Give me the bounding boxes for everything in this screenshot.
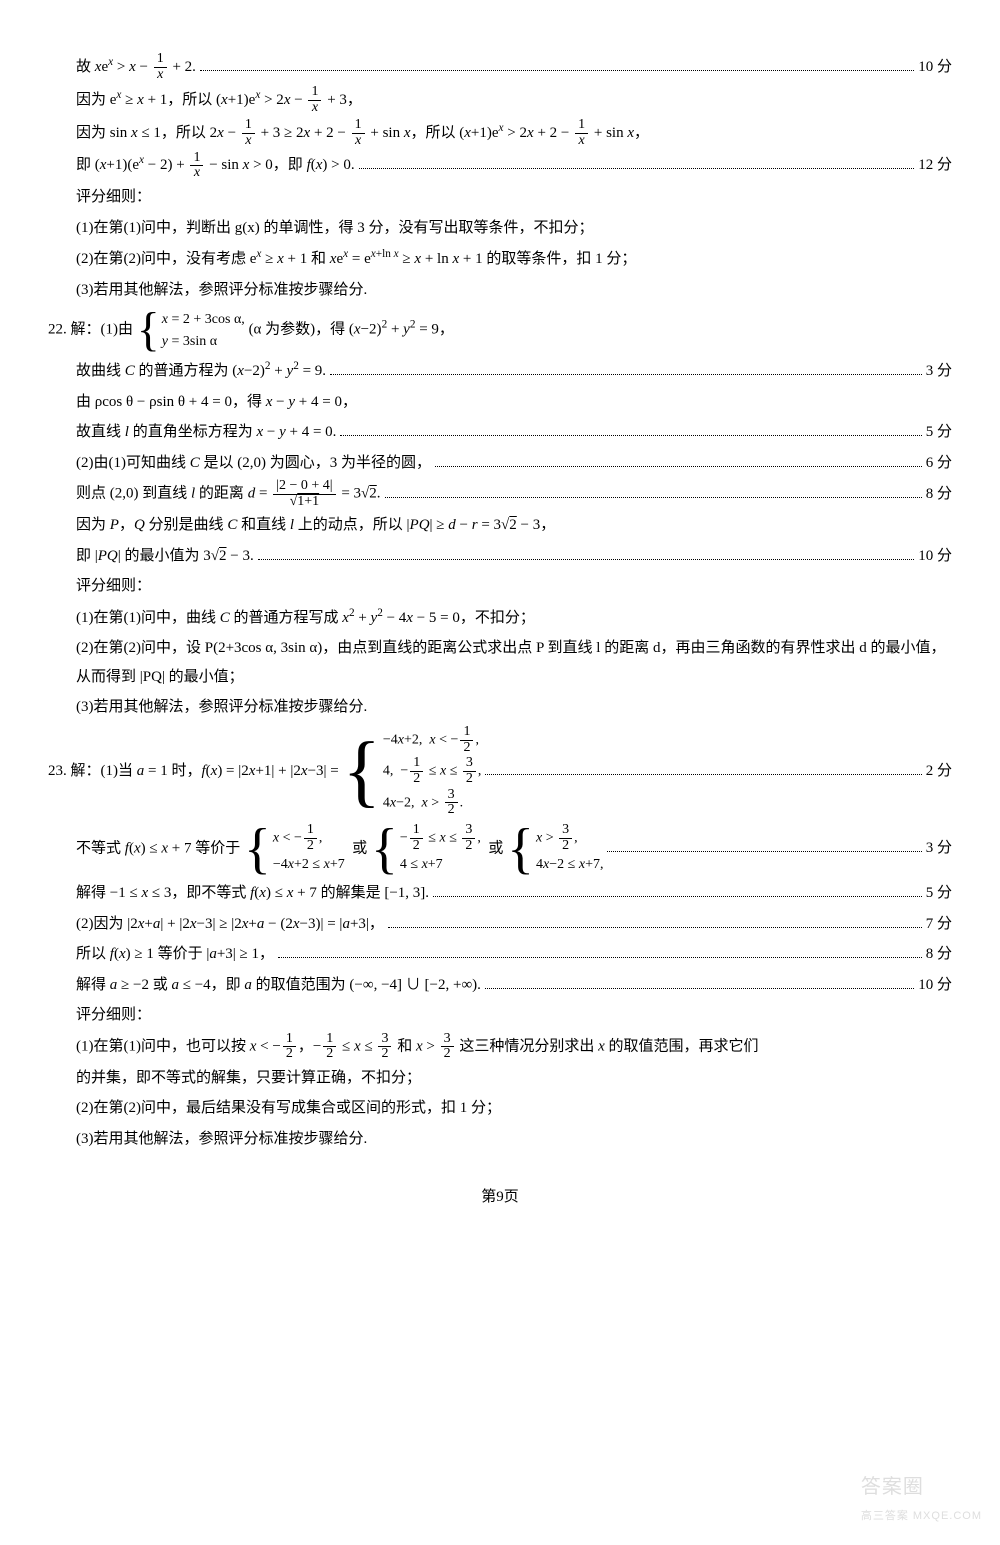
- solution-line: 则点 (2,0) 到直线 l 的距离 d = |2 − 0 + 4|√1+1 =…: [48, 479, 952, 509]
- score: 10 分: [918, 971, 952, 1000]
- solution-line: 故直线 l 的直角坐标方程为 x − y + 4 = 0. 5 分: [48, 418, 952, 447]
- rubric-item: (3)若用其他解法，参照评分标准按步骤给分.: [48, 1125, 952, 1154]
- math-text: 故 xex > x − 1x + 2.: [76, 52, 196, 83]
- rubric-item: (1)在第(1)问中，也可以按 x < −12，−12 ≤ x ≤ 32 和 x…: [48, 1032, 952, 1062]
- watermark-main: 答案圈: [861, 1476, 924, 1498]
- rubric-heading: 评分细则：: [48, 183, 952, 212]
- rubric-item: (1)在第(1)问中，判断出 g(x) 的单调性，得 3 分，没有写出取等条件，…: [48, 214, 952, 243]
- rubric-item: (3)若用其他解法，参照评分标准按步骤给分.: [48, 693, 952, 722]
- score: 6 分: [926, 449, 952, 478]
- solution-line: 即 |PQ| 的最小值为 3√2 − 3. 10 分: [48, 542, 952, 571]
- solution-line: 即 (x+1)(ex − 2) + 1x − sin x > 0，即 f(x) …: [48, 150, 952, 181]
- score: 5 分: [926, 879, 952, 908]
- leader-dots: [200, 58, 914, 71]
- score: 12 分: [918, 151, 952, 180]
- rubric-item: (2)在第(2)问中，最后结果没有写成集合或区间的形式，扣 1 分；: [48, 1094, 952, 1123]
- score: 5 分: [926, 418, 952, 447]
- score: 3 分: [926, 357, 952, 386]
- solution-line: 因为 sin x ≤ 1，所以 2x − 1x + 3 ≥ 2x + 2 − 1…: [48, 118, 952, 149]
- rubric-heading: 评分细则：: [48, 1001, 952, 1030]
- rubric-item: (3)若用其他解法，参照评分标准按步骤给分.: [48, 276, 952, 305]
- rubric-item: (2)在第(2)问中，没有考虑 ex ≥ x + 1 和 xex = ex+ln…: [48, 244, 952, 274]
- rubric-item: (1)在第(1)问中，曲线 C 的普通方程写成 x2 + y2 − 4x − 5…: [48, 603, 952, 633]
- watermark: 答案圈 高三答案 MXQE.COM: [861, 1468, 982, 1527]
- rubric-heading: 评分细则：: [48, 572, 952, 601]
- watermark-sub: 高三答案 MXQE.COM: [861, 1506, 982, 1527]
- solution-line: 解得 a ≥ −2 或 a ≤ −4，即 a 的取值范围为 (−∞, −4] ∪…: [48, 971, 952, 1000]
- solution-line: 因为 ex ≥ x + 1，所以 (x+1)ex > 2x − 1x + 3，: [48, 85, 952, 116]
- page-footer: 第9页: [48, 1183, 952, 1212]
- solution-line: 不等式 f(x) ≤ x + 7 等价于 {x < −12,−4x+2 ≤ x+…: [48, 821, 952, 877]
- solution-line: 因为 P，Q 分别是曲线 C 和直线 l 上的动点，所以 |PQ| ≥ d − …: [48, 511, 952, 540]
- solution-line: 所以 f(x) ≥ 1 等价于 |a+3| ≥ 1， 8 分: [48, 940, 952, 969]
- solution-line: 故 xex > x − 1x + 2. 10 分: [48, 52, 952, 83]
- score: 10 分: [918, 53, 952, 82]
- rubric-item: (2)在第(2)问中，设 P(2+3cos α, 3sin α)，由点到直线的距…: [48, 634, 952, 691]
- solution-line: 解得 −1 ≤ x ≤ 3，即不等式 f(x) ≤ x + 7 的解集是 [−1…: [48, 879, 952, 908]
- rubric-item: 的并集，即不等式的解集，只要计算正确，不扣分；: [48, 1064, 952, 1093]
- solution-line: 由 ρcos θ − ρsin θ + 4 = 0，得 x − y + 4 = …: [48, 388, 952, 417]
- score: 8 分: [926, 480, 952, 509]
- solution-line: (2)因为 |2x+a| + |2x−3| ≥ |2x+a − (2x−3)| …: [48, 910, 952, 939]
- solution-line: 故曲线 C 的普通方程为 (x−2)2 + y2 = 9. 3 分: [48, 356, 952, 386]
- score: 7 分: [926, 910, 952, 939]
- score: 8 分: [926, 940, 952, 969]
- question-22: 22. 解：(1)由 {x = 2 + 3cos α,y = 3sin α (α…: [48, 306, 952, 354]
- question-23: 23. 解：(1)当 a = 1 时，f(x) = |2x+1| + |2x−3…: [48, 724, 952, 819]
- score: 3 分: [926, 834, 952, 863]
- score: 2 分: [926, 757, 952, 786]
- score: 10 分: [918, 542, 952, 571]
- solution-line: (2)由(1)可知曲线 C 是以 (2,0) 为圆心，3 为半径的圆， 6 分: [48, 449, 952, 478]
